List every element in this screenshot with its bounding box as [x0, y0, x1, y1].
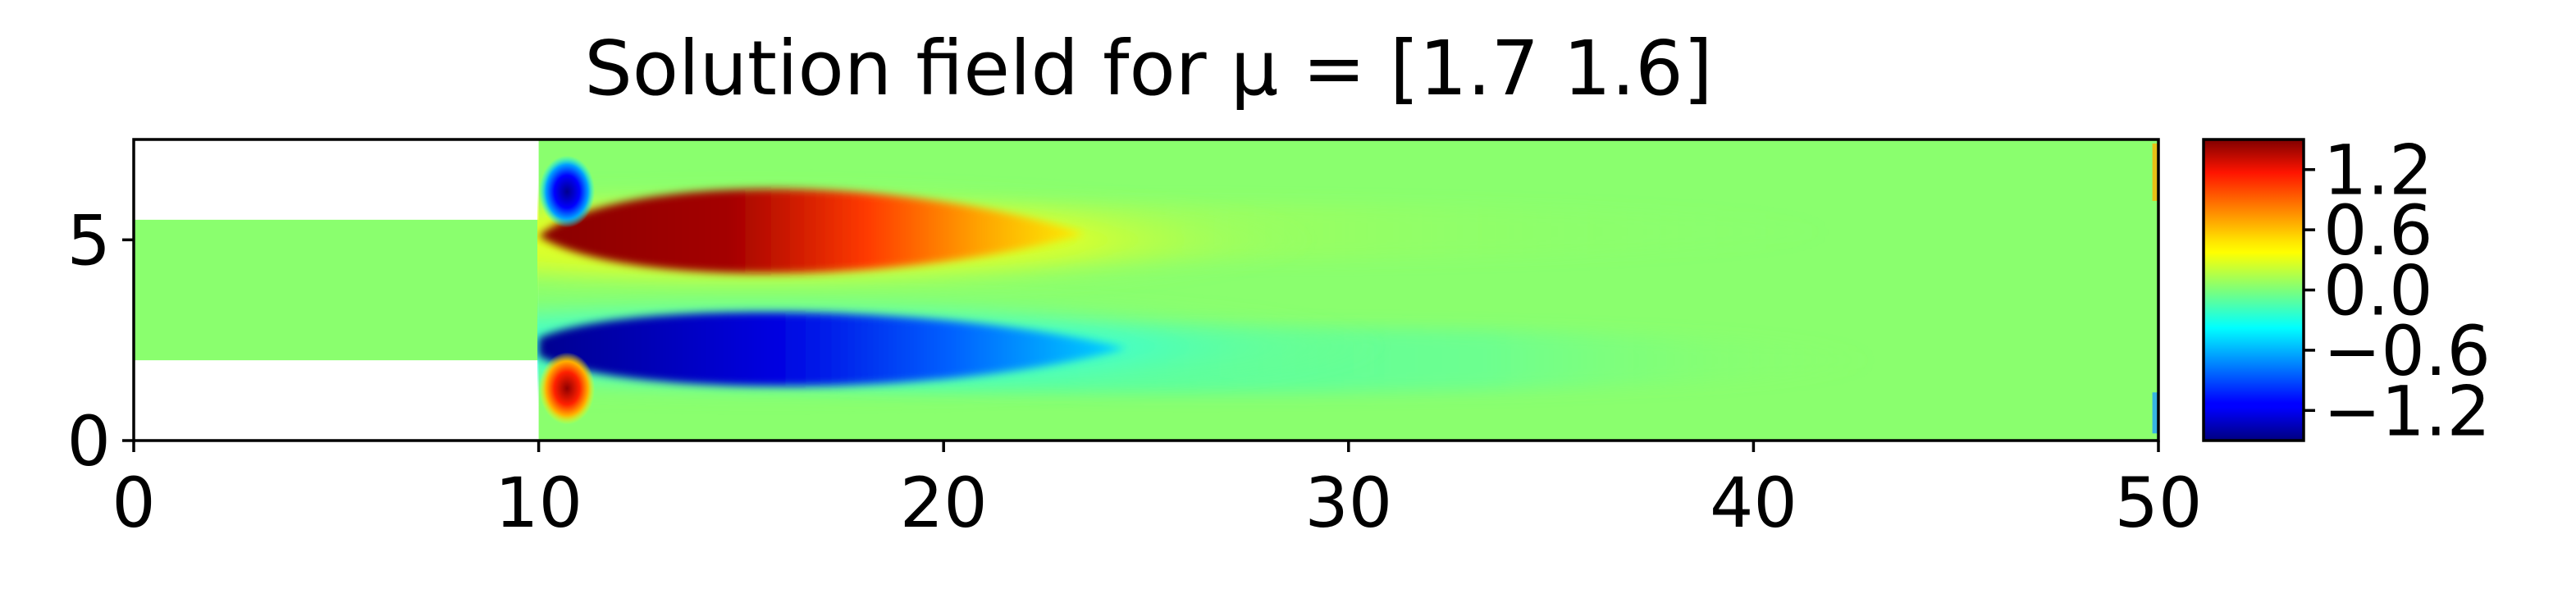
x-tick-label: 20: [900, 463, 988, 543]
colorbar-tick-label: 0.0: [2323, 251, 2433, 331]
inlet-channel: [134, 219, 539, 361]
outlet-edge-upper: [2152, 143, 2158, 201]
x-tick-label: 10: [495, 463, 582, 543]
colorbar-tick-label: −1.2: [2323, 371, 2491, 451]
flow-structures: [537, 143, 2158, 434]
colorbar: [2202, 138, 2305, 442]
x-axis: 0 10 20 30 40 50: [112, 441, 2202, 543]
y-axis: 05: [67, 200, 134, 482]
y-tick-label: 5: [67, 200, 111, 281]
colorbar-tick-label: 1.2: [2323, 130, 2433, 211]
plot-frame: [132, 138, 2160, 442]
outlet-edge-lower: [2152, 392, 2158, 434]
x-tick-label: 30: [1304, 463, 1392, 543]
upper-vortex: [539, 155, 596, 228]
upper-jet: [538, 189, 1085, 274]
colorbar-tick-label: 0.6: [2323, 190, 2433, 271]
colorbar-axis: 1.20.60.0−0.6−1.2: [2304, 130, 2491, 451]
x-tick-label: 40: [1710, 463, 1797, 543]
chart-title: Solution field for μ = [1.7 1.6]: [584, 25, 1712, 112]
heatmap-field: [134, 139, 2158, 441]
lower-vortex: [539, 352, 596, 425]
y-tick-label: 0: [67, 401, 111, 482]
x-tick-label: 50: [2115, 463, 2203, 543]
colorbar-tick-label: −0.6: [2323, 311, 2491, 391]
x-tick-label: 0: [112, 463, 155, 543]
lower-jet: [538, 312, 1126, 386]
